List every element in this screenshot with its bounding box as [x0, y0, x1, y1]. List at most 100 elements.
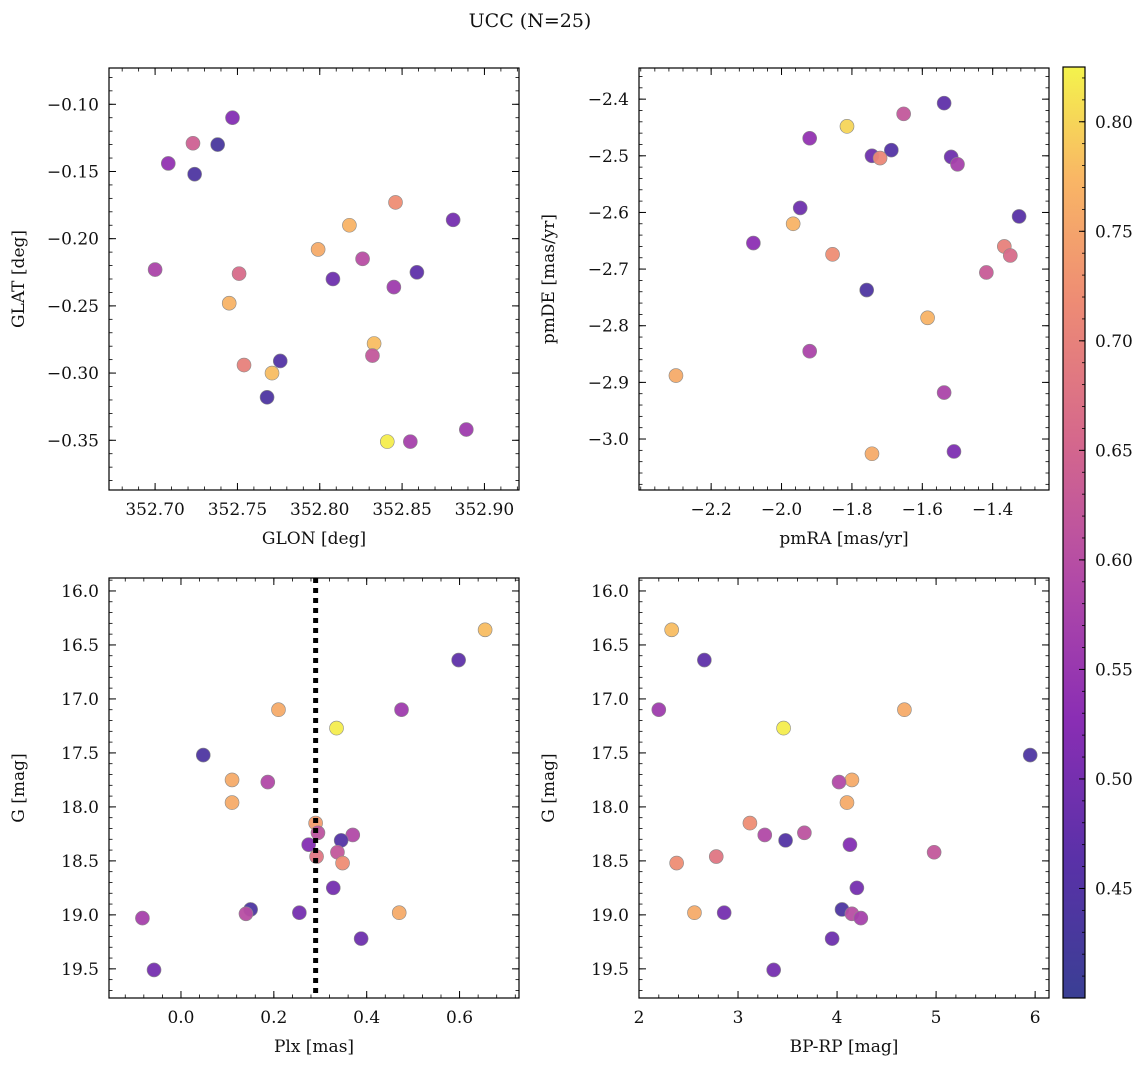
data-point: [864, 446, 880, 462]
x-tick-label: 352.75: [208, 500, 267, 520]
data-point: [325, 880, 341, 896]
y-tick-label: 16.5: [591, 636, 629, 656]
x-tick-label: −1.4: [972, 500, 1013, 520]
colorbar-tick-label: 0.75: [1095, 222, 1133, 242]
y-tick-label: 19.5: [61, 960, 99, 980]
y-tick-label: −2.6: [588, 203, 629, 223]
data-point: [778, 833, 793, 848]
scatter-panel: 352.70 352.75 352.80 352.85 352.90 −0.35 −0.30…: [9, 67, 520, 549]
data-point: [335, 855, 350, 871]
x-tick-label: 5: [931, 1008, 942, 1028]
data-point: [264, 365, 280, 381]
y-tick-label: −3.0: [588, 430, 629, 450]
colorbar-tick-label: 0.70: [1095, 332, 1133, 352]
data-point: [926, 844, 942, 860]
plot-frame: [108, 67, 520, 491]
y-tick-label: −2.5: [588, 147, 629, 167]
x-axis-label: Plx [mas]: [274, 1037, 354, 1057]
data-point: [272, 353, 288, 369]
x-tick-label: 6: [1030, 1008, 1041, 1028]
data-point: [325, 271, 341, 287]
data-point: [477, 622, 493, 638]
y-tick-label: 16.0: [591, 582, 629, 602]
data-point: [668, 368, 684, 383]
data-point: [664, 622, 679, 638]
data-point: [187, 166, 202, 182]
data-point: [238, 906, 254, 922]
y-axis-label: G [mag]: [539, 753, 559, 822]
x-tick-label: 352.85: [372, 500, 431, 520]
data-point: [697, 652, 712, 668]
x-tick-label: 2: [634, 1008, 645, 1028]
y-tick-label: 17.0: [61, 690, 99, 710]
data-point: [776, 720, 791, 736]
data-point: [936, 385, 952, 400]
data-point: [329, 720, 344, 736]
data-point: [342, 217, 357, 233]
data-point: [831, 774, 847, 790]
data-point: [236, 357, 252, 373]
data-point: [1022, 747, 1038, 763]
colorbar-tick-label: 0.60: [1095, 551, 1133, 571]
data-point: [388, 195, 403, 210]
data-point: [271, 702, 286, 718]
data-point: [146, 962, 162, 978]
x-axis-label: GLON [deg]: [262, 529, 366, 549]
y-tick-label: 18.5: [591, 852, 629, 872]
y-tick-label: −0.20: [47, 230, 99, 250]
x-tick-label: 0.4: [353, 1008, 380, 1028]
data-point: [884, 142, 899, 158]
y-axis-label: GLAT [deg]: [9, 230, 29, 328]
y-tick-label: −2.9: [588, 373, 629, 393]
data-point: [849, 880, 865, 896]
y-tick-label: 19.0: [591, 906, 629, 926]
data-point: [366, 336, 382, 351]
data-point: [409, 264, 425, 280]
data-point: [1002, 248, 1018, 263]
data-point: [824, 931, 840, 946]
data-point: [825, 247, 840, 262]
y-tick-label: 18.0: [591, 798, 629, 818]
y-tick-label: 19.5: [591, 960, 629, 980]
data-point: [802, 130, 817, 146]
y-tick-label: −2.8: [588, 317, 629, 337]
data-point: [301, 837, 316, 852]
data-point: [231, 266, 247, 281]
y-tick-label: 17.5: [61, 744, 99, 764]
data-point: [259, 389, 275, 405]
data-point: [353, 931, 369, 946]
y-tick-label: −2.7: [588, 260, 629, 280]
data-point: [365, 348, 380, 363]
data-point: [451, 652, 466, 668]
colorbar-gradient: [1062, 66, 1086, 999]
x-tick-label: 3: [733, 1008, 744, 1028]
data-point: [950, 156, 965, 172]
plot-frame: [638, 67, 1050, 491]
data-point: [210, 137, 225, 152]
data-point: [224, 772, 240, 788]
data-point: [844, 772, 860, 788]
data-point: [221, 295, 237, 311]
data-point: [897, 702, 912, 718]
plot-frame: [638, 577, 1050, 999]
y-tick-label: 17.0: [591, 690, 629, 710]
y-tick-label: 18.0: [61, 798, 99, 818]
data-point: [292, 905, 307, 921]
data-point: [839, 119, 855, 134]
x-tick-label: 352.80: [290, 500, 349, 520]
data-point: [785, 216, 801, 232]
data-point: [979, 265, 994, 280]
data-point: [185, 135, 201, 151]
data-point: [386, 279, 402, 295]
data-point: [946, 444, 962, 459]
x-axis-label: pmRA [mas/yr]: [779, 529, 908, 549]
y-tick-label: −0.15: [47, 162, 99, 182]
data-point: [459, 422, 474, 437]
data-point: [792, 200, 808, 216]
y-tick-label: −0.30: [47, 364, 99, 384]
data-point: [394, 702, 409, 718]
x-axis-label: BP-RP [mag]: [790, 1037, 899, 1057]
x-tick-label: 4: [832, 1008, 843, 1028]
colorbar: 0.45 0.50 0.55 0.60 0.65 0.70 0.75 0.80: [1062, 66, 1133, 999]
